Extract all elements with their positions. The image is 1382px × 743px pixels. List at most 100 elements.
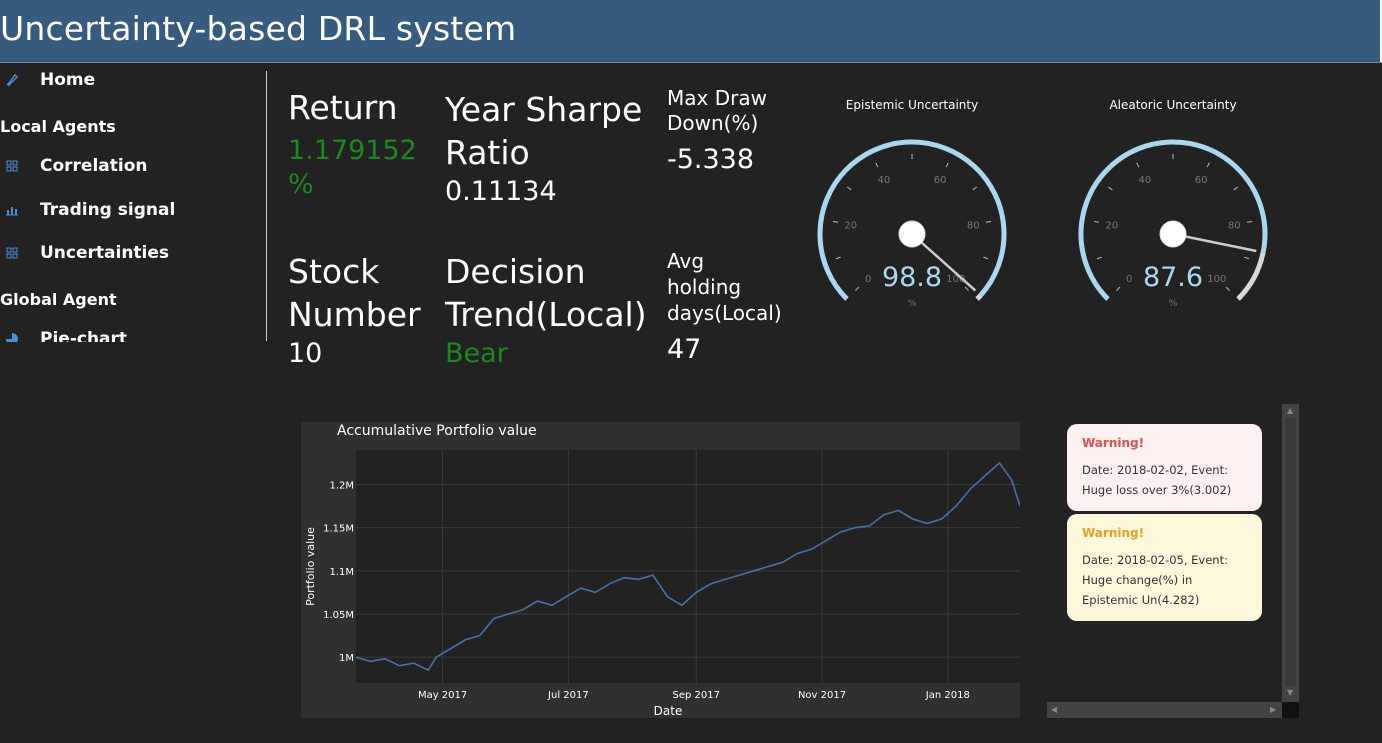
sidebar-item-label: Home — [40, 70, 96, 90]
y-tick-label: 1.15M — [323, 524, 354, 535]
pie-chart-icon — [5, 332, 19, 342]
gauge-dial: 0 20 40 60 80 100 98.8% — [817, 139, 1007, 309]
metric-holding-days: Avg holding days(Local) 47 — [667, 248, 782, 365]
y-axis-label: Portfolio value — [304, 527, 317, 606]
metric-sharpe: Year Sharpe Ratio 0.11134 — [445, 88, 645, 207]
gauge-tick — [1136, 162, 1140, 168]
gauge-tick — [945, 162, 949, 168]
gauge-tick-label: 60 — [934, 175, 947, 186]
y-tick-label: 1.05M — [323, 610, 354, 621]
scroll-down-icon[interactable]: ▼ — [1287, 688, 1294, 697]
metric-value: Bear — [445, 338, 508, 369]
scroll-right-icon[interactable]: ▶ — [1270, 705, 1277, 714]
gauge-dial: 0 20 40 60 80 100 87.6% — [1078, 139, 1268, 309]
section-local-agents: Local Agents — [0, 117, 116, 136]
gauge-tick-label: 80 — [967, 220, 980, 231]
scrollbar-corner — [1282, 702, 1299, 718]
gauge-unit: % — [1169, 299, 1178, 309]
gauge-tick-label: 60 — [1195, 175, 1208, 186]
grid-icon — [5, 246, 19, 260]
gauge-tick — [846, 186, 852, 191]
gauge-track — [975, 293, 983, 301]
gauge-tick — [1206, 162, 1210, 168]
x-tick-label: Sep 2017 — [673, 690, 720, 701]
metric-value: -5.338 — [667, 144, 755, 175]
sidebar-item-uncertainties[interactable]: Uncertainties — [0, 240, 169, 266]
gauge-tick — [1233, 186, 1239, 191]
metric-decision-trend: Decision Trend(Local) Bear — [445, 250, 650, 369]
gauge-tick — [1116, 286, 1121, 291]
metric-value: 47 — [667, 334, 702, 365]
metric-value: 10 — [288, 338, 323, 369]
metric-label: Year Sharpe Ratio — [445, 90, 643, 172]
gauge-needle — [911, 233, 977, 292]
gauge-tick — [1107, 186, 1113, 191]
metric-return: Return 1.179152 % — [288, 88, 428, 202]
warnings-panel[interactable]: Warning! Date: 2018-02-02, Event: Huge l… — [1047, 404, 1299, 718]
metric-value: 1.179152 % — [288, 134, 417, 200]
sidebar-divider — [266, 71, 267, 341]
y-tick-label: 1.2M — [329, 481, 354, 492]
gauge-fill — [817, 139, 1007, 301]
rocket-icon — [5, 73, 19, 87]
gauge-tick — [983, 256, 989, 260]
header-edge — [1380, 0, 1382, 62]
chart-plot[interactable]: 1M 1.05M 1.1M 1.15M 1.2M May 2017 Jul 2017 Sep … — [301, 422, 1020, 718]
portfolio-chart: Accumulative Portfolio value 1M 1.05M 1.1M… — [301, 422, 1020, 718]
sidebar: Home Local Agents Correlation Trading si… — [0, 62, 268, 342]
gauge-hub — [1159, 220, 1187, 248]
metric-label: Decision Trend(Local) — [445, 252, 647, 334]
metric-label: Return — [288, 88, 398, 127]
gauge-tick-label: 80 — [1228, 220, 1241, 231]
y-tick-label: 1.1M — [329, 567, 354, 578]
gauge-tick-label: 40 — [1138, 175, 1151, 186]
scroll-left-icon[interactable]: ◀ — [1051, 705, 1058, 714]
sidebar-item-home[interactable]: Home — [0, 67, 95, 93]
sidebar-item-pie-chart[interactable]: Pie-chart — [0, 326, 127, 342]
gauge-tick-label: 100 — [1207, 274, 1226, 285]
gauge-tick — [1096, 256, 1102, 260]
gauge-hub — [898, 220, 926, 248]
metric-label: Avg holding days(Local) — [667, 249, 782, 325]
app-header: Uncertainty-based DRL system — [0, 0, 1382, 63]
gauge-tick — [832, 220, 839, 223]
x-tick-label: Jan 2018 — [925, 690, 970, 701]
warning-body: Date: 2018-02-05, Event: Huge change(%) … — [1082, 553, 1228, 607]
gauge-tick-label: 20 — [1105, 220, 1118, 231]
chart-title: Accumulative Portfolio value — [337, 423, 537, 439]
sidebar-item-label: Correlation — [40, 156, 148, 176]
app-title: Uncertainty-based DRL system — [0, 9, 517, 48]
warning-heading: Warning! — [1082, 436, 1145, 450]
x-tick-label: Nov 2017 — [798, 690, 846, 701]
gauge-epistemic: Epistemic Uncertainty 0 20 40 60 80 100 98.8% — [811, 98, 1013, 318]
section-global-agent: Global Agent — [0, 290, 117, 309]
gauge-tick-label: 20 — [844, 220, 857, 231]
sidebar-item-trading-signal[interactable]: Trading signal — [0, 197, 175, 223]
scrollbar-thumb[interactable] — [1285, 418, 1296, 686]
gauge-tick — [835, 256, 841, 260]
gauge-value: 87.6 — [1143, 262, 1203, 293]
y-tick-label: 1M — [339, 653, 354, 664]
horizontal-scrollbar[interactable]: ◀ ▶ — [1047, 702, 1282, 718]
sidebar-item-label: Pie-chart — [40, 329, 128, 342]
warning-body: Date: 2018-02-02, Event: Huge loss over … — [1082, 463, 1232, 497]
gauge-tick — [875, 162, 879, 168]
scroll-up-icon[interactable]: ▲ — [1287, 406, 1294, 415]
gauge-title: Aleatoric Uncertainty — [1109, 98, 1237, 112]
gauge-unit: % — [908, 299, 917, 309]
metric-label: Stock Number — [288, 252, 421, 334]
gauge-tick — [1244, 256, 1250, 260]
gauge-track — [1236, 251, 1266, 301]
gauge-title: Epistemic Uncertainty — [845, 98, 979, 112]
sidebar-item-correlation[interactable]: Correlation — [0, 153, 148, 179]
gauge-value: 98.8 — [882, 262, 942, 293]
series-line — [355, 461, 1020, 672]
sidebar-item-label: Uncertainties — [40, 243, 170, 263]
x-tick-label: May 2017 — [418, 690, 467, 701]
gauge-aleatoric: Aleatoric Uncertainty 0 20 40 60 80 100 87.6% — [1072, 98, 1274, 318]
gauge-tick-label: 0 — [1126, 274, 1132, 285]
gauge-tick — [964, 286, 969, 291]
vertical-scrollbar[interactable]: ▲ ▼ — [1282, 404, 1299, 702]
gauge-tick — [1246, 220, 1253, 223]
gauge-tick — [972, 186, 978, 191]
